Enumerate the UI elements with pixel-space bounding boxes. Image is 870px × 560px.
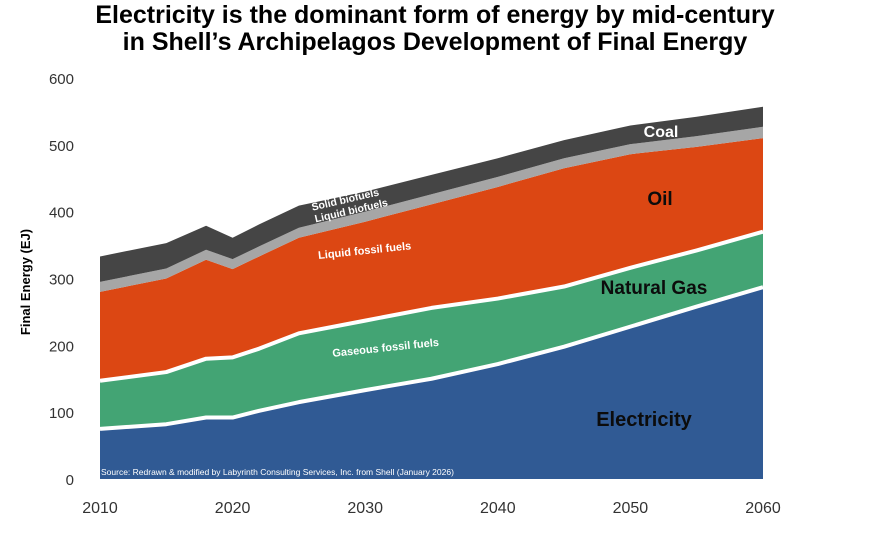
series-label-natural-gas: Natural Gas xyxy=(601,278,708,299)
y-tick-label: 400 xyxy=(49,205,74,222)
source-note: Source: Redrawn & modified by Labyrinth … xyxy=(101,467,454,477)
series-separator-lines xyxy=(99,229,764,431)
series-label-coal: Coal xyxy=(644,124,679,141)
x-tick-label: 2040 xyxy=(480,500,516,517)
area-liquid-biofuels xyxy=(100,126,763,292)
y-axis-ticks: 0 100 200 300 400 500 600 xyxy=(49,71,74,489)
y-axis-label: Final Energy (EJ) xyxy=(18,229,33,335)
y-tick-label: 0 xyxy=(66,472,74,489)
y-tick-label: 300 xyxy=(49,272,74,289)
x-tick-label: 2050 xyxy=(613,500,649,517)
area-coal xyxy=(100,106,763,282)
area-natural-gas xyxy=(100,231,763,429)
area-oil xyxy=(100,138,763,381)
x-tick-label: 2020 xyxy=(215,500,251,517)
chart-title-line-1: Electricity is the dominant form of ener… xyxy=(95,1,775,29)
chart-title-line-2: in Shell’s Archipelagos Development of F… xyxy=(122,28,748,56)
area-layers xyxy=(100,106,763,479)
y-tick-label: 500 xyxy=(49,138,74,155)
y-tick-label: 100 xyxy=(49,405,74,422)
chart-title: Electricity is the dominant form of ener… xyxy=(0,2,870,56)
series-label-electricity: Electricity xyxy=(596,409,692,431)
x-axis-ticks: 2010 2020 2030 2040 2050 2060 xyxy=(82,500,781,517)
y-tick-label: 600 xyxy=(49,71,74,88)
series-label-oil: Oil xyxy=(647,189,672,210)
separator-electricity xyxy=(99,285,764,431)
x-tick-label: 2030 xyxy=(347,500,383,517)
x-tick-label: 2060 xyxy=(745,500,781,517)
x-tick-label: 2010 xyxy=(82,500,118,517)
y-tick-label: 200 xyxy=(49,338,74,355)
area-electricity xyxy=(100,287,763,479)
separator-natural-gas xyxy=(99,229,764,383)
